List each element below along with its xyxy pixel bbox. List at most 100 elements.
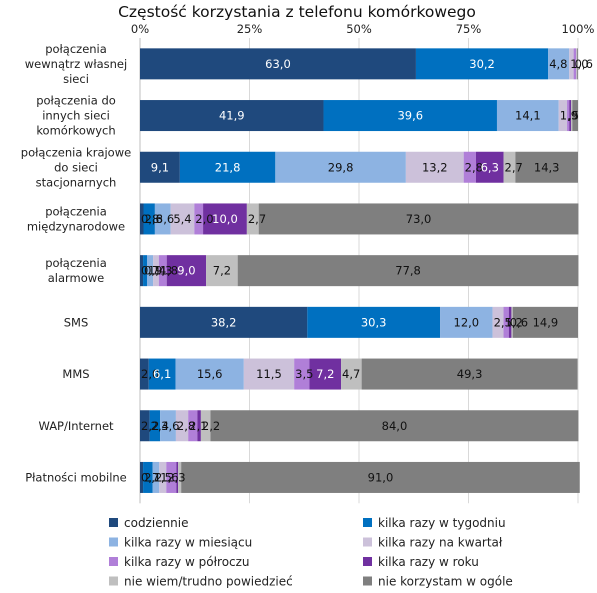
bar-segment xyxy=(275,151,406,183)
data-label: 39,6 xyxy=(397,109,423,123)
data-label: 7,2 xyxy=(316,367,334,381)
bar-segment xyxy=(175,358,244,390)
bar-segment xyxy=(178,461,182,493)
data-label: 2,5 xyxy=(494,315,512,329)
data-label: 11,5 xyxy=(256,367,282,381)
data-label: 63,0 xyxy=(265,57,291,71)
bar-segment xyxy=(153,255,159,287)
data-label: 30,3 xyxy=(361,315,387,329)
bar-segment xyxy=(140,151,180,183)
data-label: 2,7 xyxy=(505,160,523,174)
bar-segment xyxy=(405,151,464,183)
data-label: 2,2 xyxy=(141,419,159,433)
data-label: 2,8 xyxy=(177,419,195,433)
bar-segment xyxy=(294,358,310,390)
data-label: 14,1 xyxy=(515,109,541,123)
bar-segment xyxy=(570,100,573,132)
bar-segment xyxy=(159,461,167,493)
bar-segment xyxy=(573,48,577,80)
bar-segment xyxy=(166,461,177,493)
bar-segment xyxy=(158,255,167,287)
bar-segment xyxy=(170,203,195,235)
bar-segment xyxy=(361,358,578,390)
bar-segment xyxy=(511,306,513,338)
legend: codziennie kilka razy w tygodniu kilka raz… xyxy=(109,516,513,589)
legend-swatch xyxy=(363,557,372,566)
chart-title: Częstość korzystania z telefonu komórkow… xyxy=(118,3,476,21)
bar-segment xyxy=(503,306,509,338)
bar-segment xyxy=(567,100,570,132)
data-label: 2,2 xyxy=(144,470,162,484)
data-label: 10,0 xyxy=(212,212,238,226)
data-label: 0,6 xyxy=(510,315,528,329)
category-label: połączenia wewnątrz własnej sieci xyxy=(25,42,127,86)
bar-segment xyxy=(176,461,179,493)
bar-segment xyxy=(463,151,476,183)
value-labels: 63,0 30,2 4,8 1,00,641,9 39,6 14,1 1,9,59,1 21,… xyxy=(141,57,593,485)
bar-segment xyxy=(577,48,578,80)
bar-segment xyxy=(154,203,171,235)
category-label: MMS xyxy=(62,367,89,381)
data-label: ,5 xyxy=(568,109,579,123)
bar-segment xyxy=(307,306,441,338)
data-label: 13,2 xyxy=(422,160,448,174)
data-label: 3,6 xyxy=(156,212,174,226)
x-tick-label: 100% xyxy=(562,22,595,36)
data-label: 1,4 xyxy=(148,264,166,278)
data-label: 2,0 xyxy=(141,367,159,381)
bar-segment xyxy=(206,255,238,287)
data-label: 0,8 xyxy=(141,212,159,226)
bar-segment xyxy=(147,255,154,287)
data-label: 2,0 xyxy=(195,212,213,226)
bar-segment xyxy=(496,100,559,132)
data-label: 4,7 xyxy=(342,367,360,381)
bar-segment xyxy=(140,306,308,338)
legend-swatch xyxy=(363,576,372,586)
legend-swatch xyxy=(109,557,118,566)
data-label: 49,3 xyxy=(457,367,483,381)
x-tick-label: 0% xyxy=(131,22,149,36)
data-label: 5,4 xyxy=(173,212,191,226)
bar-segment xyxy=(341,358,362,390)
bar-segment xyxy=(243,358,295,390)
bar-segment xyxy=(197,410,201,442)
data-label: 29,8 xyxy=(328,160,354,174)
data-label: 84,0 xyxy=(382,419,408,433)
legend-swatch xyxy=(109,537,118,547)
data-label: 38,2 xyxy=(211,315,237,329)
x-tick-label: 50% xyxy=(346,22,372,36)
data-label: 14,9 xyxy=(533,315,559,329)
legend-label: codziennie xyxy=(124,516,189,530)
data-label: 0,7 xyxy=(141,470,159,484)
category-label: połączenia do innych sieci komórkowych xyxy=(36,94,116,138)
data-label: 3,5 xyxy=(295,367,313,381)
bar-segment xyxy=(503,151,516,183)
bar-segment xyxy=(210,410,579,442)
legend-label: kilka razy w roku xyxy=(378,555,479,569)
data-label: 3,6 xyxy=(161,419,179,433)
bar-segment xyxy=(569,48,574,80)
data-label: 2,8 xyxy=(465,160,483,174)
data-label: 9,0 xyxy=(177,264,195,278)
bar-segment xyxy=(140,203,144,235)
category-labels: połączenia wewnątrz własnej sieci połączeni… xyxy=(21,42,131,485)
bar-segment xyxy=(558,100,568,132)
legend-label: nie wiem/trudno powiedzieć xyxy=(124,575,293,589)
data-label: 2,6 xyxy=(145,212,163,226)
bar-segment xyxy=(175,410,189,442)
bar-segment xyxy=(143,461,153,493)
data-label: 30,2 xyxy=(469,57,495,71)
legend-swatch xyxy=(109,518,118,527)
bar-segments xyxy=(140,48,580,493)
data-label: 2,3 xyxy=(167,470,185,484)
legend-label: nie korzystam w ogóle xyxy=(378,575,513,589)
data-label: 1,9 xyxy=(560,109,578,123)
data-label: 9,1 xyxy=(151,160,169,174)
data-label: 91,0 xyxy=(368,470,394,484)
data-label: 12,0 xyxy=(454,315,480,329)
bar-segment xyxy=(140,358,149,390)
data-label: 2,4 xyxy=(151,419,169,433)
bar-segment xyxy=(203,203,247,235)
bar-segment xyxy=(148,358,176,390)
data-label: 21,8 xyxy=(215,160,241,174)
